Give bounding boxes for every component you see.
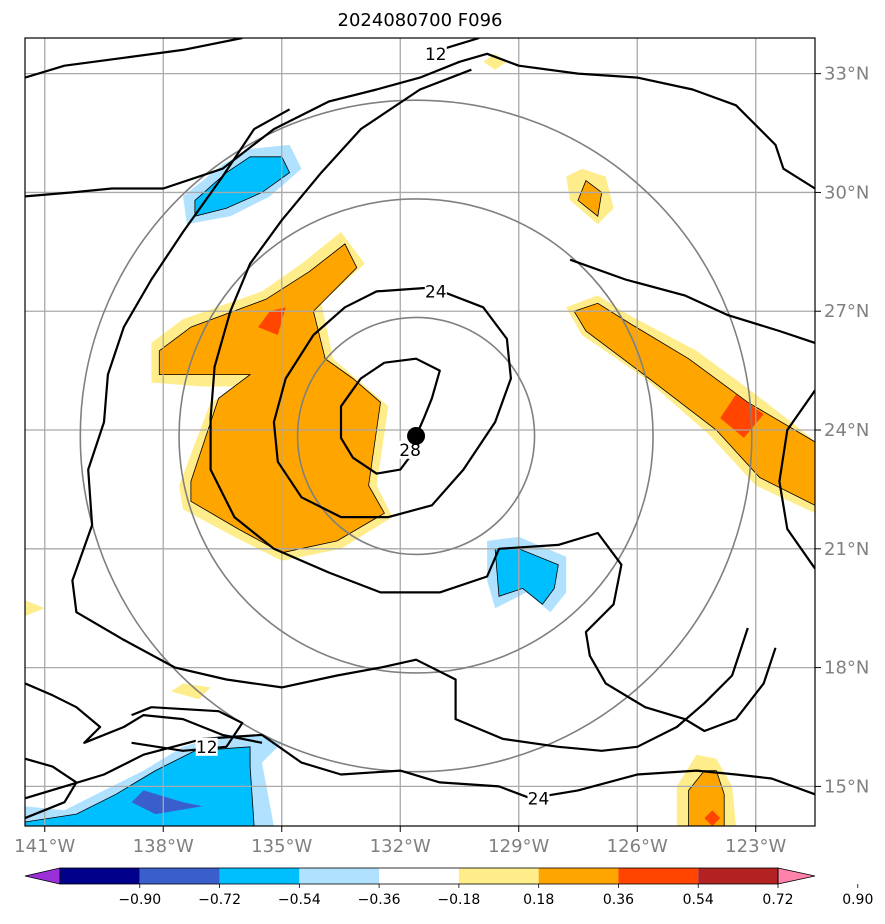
x-tick-label-1: 138°W (133, 836, 194, 857)
colorbar-segment-2 (219, 868, 300, 884)
orange-south-blob-layer-3 (704, 810, 721, 826)
contour-28 (339, 357, 441, 475)
colorbar-segment-4 (379, 868, 459, 884)
colorbar-segment-3 (299, 868, 380, 884)
x-tick-label-5: 126°W (607, 836, 668, 857)
orange-crescent-band-layer-2 (158, 243, 385, 554)
colorbar-tick-label-9: 0.90 (842, 892, 873, 908)
orange-north-blob-layer-2 (577, 179, 603, 217)
range-rings (79, 99, 753, 773)
storm-center-marker (407, 426, 426, 445)
colorbar-segment-8 (698, 868, 778, 884)
contour-12-north (25, 38, 243, 79)
contour-16-west (71, 108, 749, 752)
colorbar-tick-label-6: 0.36 (603, 892, 634, 908)
small-yellow-south-layer-1 (171, 683, 211, 700)
small-yellow-west-layer-1 (25, 600, 45, 617)
lat-lon-gridlines (25, 38, 815, 826)
orange-northeast-band-layer-3 (720, 394, 764, 438)
contour-label-bg-0 (424, 44, 447, 63)
colorbar-tick-label-2: −0.54 (278, 892, 321, 908)
contour-lines (25, 38, 815, 820)
x-tick-label-4: 129°W (488, 836, 549, 857)
y-tick-label-1: 18°N (824, 658, 869, 679)
contour-labels: 12 24 28 12 24 (195, 44, 550, 809)
contour-20 (209, 68, 777, 733)
contour-24-south (25, 733, 815, 800)
range-ring-3 (79, 99, 753, 773)
contour-16-north (25, 52, 815, 198)
x-tick-label-3: 132°W (370, 836, 431, 857)
colorbar-segment-5 (458, 868, 539, 884)
x-tick-label-2: 135°W (251, 836, 312, 857)
colorbar-segment-6 (538, 868, 619, 884)
y-tick-label-4: 27°N (824, 301, 869, 322)
small-yellow-north-layer-1 (483, 53, 507, 70)
y-tick-label-2: 21°N (824, 539, 869, 560)
contour-label-bg-4 (527, 789, 550, 808)
colorbar-segment-0 (60, 868, 140, 884)
colorbar-extend-low (24, 867, 61, 885)
colorbar-segment-1 (139, 868, 220, 884)
colorbar-frame (59, 867, 779, 885)
colorbar-tick-label-0: −0.90 (118, 892, 161, 908)
range-ring-2 (178, 198, 654, 674)
contour-12-southwest (25, 682, 263, 744)
contour-label-bg-1 (424, 282, 447, 301)
chart-title: 2024080700 F096 (338, 10, 503, 31)
y-tick-label-0: 15°N (824, 776, 869, 797)
x-axis-ticks: 141°W 138°W 135°W 132°W 129°W 126°W 123°W (14, 826, 787, 857)
contour-label-4: 24 (528, 789, 550, 809)
contour-20-tail (778, 389, 815, 570)
blue-east-blob-layer-2 (494, 548, 559, 605)
range-ring-1 (296, 316, 536, 556)
x-tick-label-0: 141°W (14, 836, 75, 857)
contour-16-southwest (25, 757, 78, 820)
orange-crescent-band-layer-3 (258, 307, 286, 335)
y-tick-label-5: 30°N (824, 182, 869, 203)
plot-area: 12 24 28 12 24 (25, 38, 815, 826)
contour-12-loop (131, 706, 244, 752)
orange-northeast-band-layer-2 (573, 302, 815, 506)
colorbar-tick-label-7: 0.54 (683, 892, 714, 908)
contour-24-ring (272, 286, 512, 519)
plot-frame (24, 37, 816, 827)
contour-label-3: 12 (196, 738, 218, 758)
colorbar-segment-7 (618, 868, 699, 884)
contour-label-1: 24 (425, 282, 447, 302)
y-tick-label-3: 24°N (824, 420, 869, 441)
blue-north-blob-layer-2 (194, 156, 291, 217)
colorbar-tick-label-4: −0.18 (437, 892, 480, 908)
contour-label-bg-3 (195, 737, 218, 756)
x-tick-label-6: 123°W (725, 836, 786, 857)
colorbar-tick-label-8: 0.72 (762, 892, 793, 908)
contour-label-bg-2 (399, 440, 422, 459)
colorbar-tick-label-5: 0.18 (523, 892, 554, 908)
orange-south-blob-layer-2 (688, 770, 725, 826)
contour-label-0: 12 (425, 45, 447, 65)
contour-16-east (569, 258, 815, 344)
colorbar-tick-label-3: −0.36 (358, 892, 401, 908)
colorbar-tick-label-1: −0.72 (198, 892, 241, 908)
colorbar-extend-high (777, 867, 816, 885)
y-tick-label-6: 33°N (824, 64, 869, 85)
contour-label-2: 28 (399, 441, 421, 461)
colorbar: −0.90 −0.72 −0.54 −0.36 −0.18 0.18 0.36 0.54 0.7… (24, 867, 873, 908)
blue-southwest-blob-layer-3 (131, 790, 203, 815)
y-axis-ticks: 15°N 18°N 21°N 24°N 27°N 30°N 33°N (815, 64, 869, 797)
